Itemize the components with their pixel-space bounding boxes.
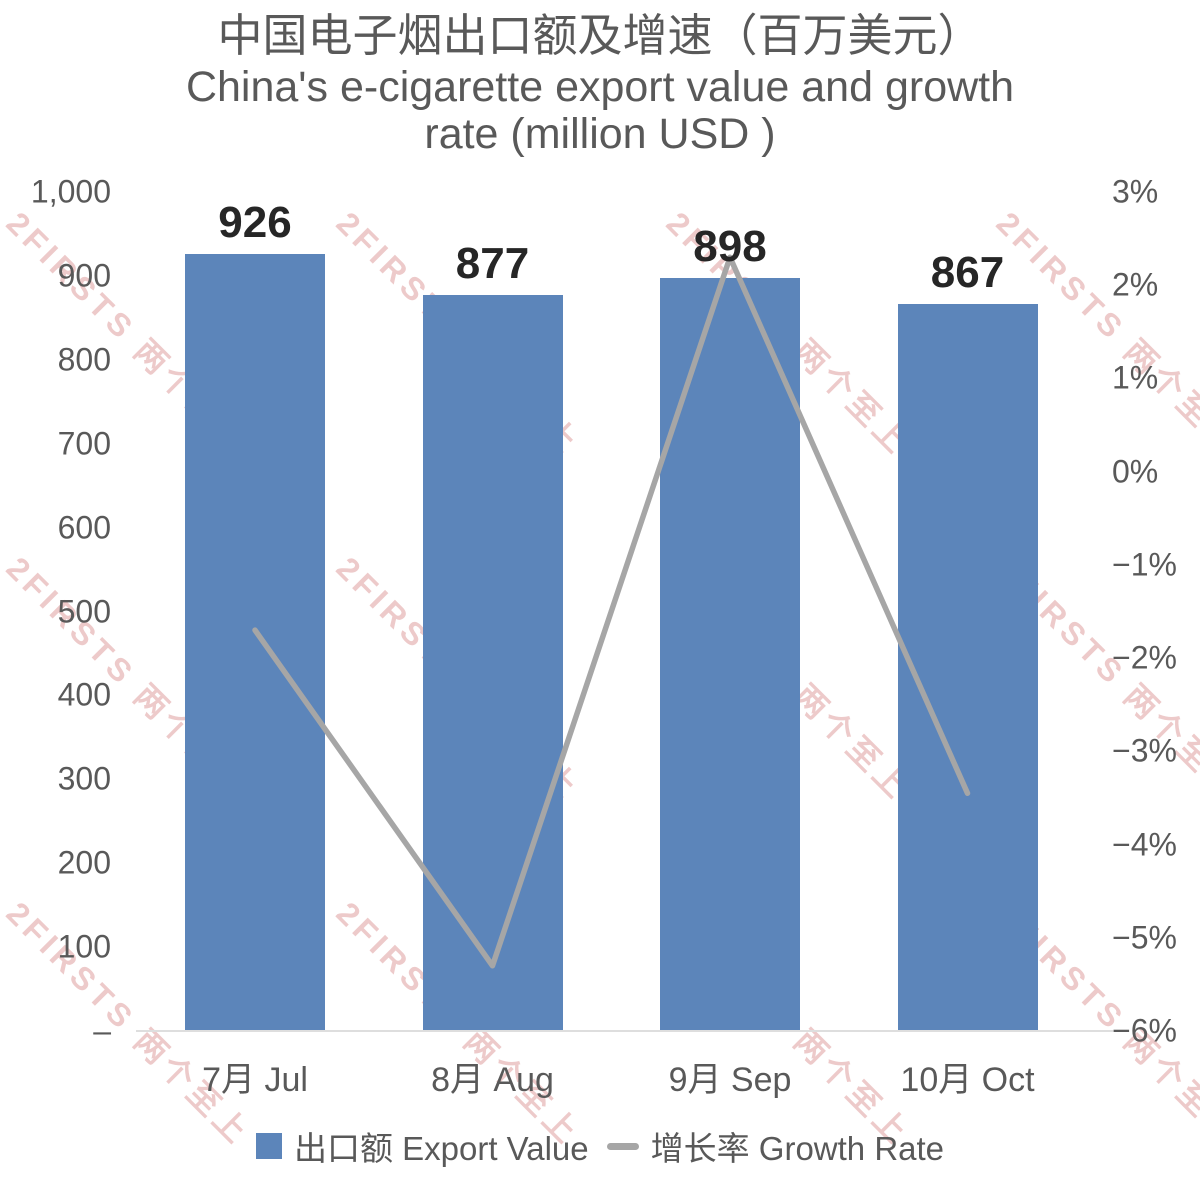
- y2-axis-tick-label: −2%: [1112, 639, 1177, 676]
- legend: 出口额 Export Value 增长率 Growth Rate: [0, 1122, 1200, 1170]
- y-axis-tick-label: 300: [57, 760, 111, 797]
- y2-axis-tick-label: −6%: [1112, 1012, 1177, 1049]
- y-axis-tick-label: 100: [57, 928, 111, 965]
- chart-subtitle-line-1: China's e-cigarette export value and gro…: [185, 63, 1015, 111]
- bar-value-label-oct: 867: [930, 247, 1005, 297]
- x-axis-label-sep: 9月 Sep: [668, 1061, 792, 1099]
- bar-value-label-jul: 926: [218, 198, 292, 248]
- y2-axis-tick-label: −4%: [1112, 826, 1177, 863]
- bar-sep: [660, 277, 800, 1031]
- y2-axis-tick-label: 0%: [1112, 453, 1159, 490]
- y2-axis-tick-label: −1%: [1112, 546, 1177, 583]
- bar-oct: [897, 303, 1038, 1031]
- y2-axis-tick-label: 3%: [1112, 173, 1159, 210]
- y-axis-tick-label: 800: [57, 341, 111, 378]
- title-block: 中国电子烟出口额及增速（百万美元） China's e-cigarette ex…: [0, 8, 1200, 158]
- legend-swatch-export-value: [255, 1133, 282, 1159]
- bar-value-label-sep: 898: [693, 221, 767, 271]
- x-axis-baseline: [136, 1030, 1113, 1032]
- y2-axis-tick-label: 2%: [1112, 266, 1159, 303]
- bar-value-label-aug: 877: [455, 239, 530, 289]
- y-axis-tick-label: 200: [57, 844, 111, 881]
- x-axis-label-oct: 10月 Oct: [900, 1061, 1035, 1099]
- y-axis-tick-label: –: [93, 1012, 111, 1049]
- bar-aug: [422, 295, 563, 1031]
- y-axis-tick-label: 500: [57, 593, 111, 629]
- chart-subtitle-line-2: rate (million USD ): [424, 110, 776, 158]
- chart-title: 中国电子烟出口额及增速（百万美元）: [217, 10, 983, 61]
- y-axis-tick-label: 700: [57, 425, 111, 462]
- y-axis-tick-label: 600: [57, 509, 111, 546]
- y-axis-tick-label: 1,000: [30, 173, 111, 210]
- x-axis-label-aug: 8月 Aug: [431, 1061, 554, 1099]
- growth-rate-line: [252, 254, 971, 969]
- y-axis-tick-label: 900: [57, 257, 111, 294]
- legend-label-growth-rate: 增长率 Growth Rate: [650, 1130, 945, 1167]
- y-axis-tick-label: 400: [57, 676, 111, 713]
- x-axis-label-jul: 7月 Jul: [202, 1061, 308, 1099]
- bar-jul: [185, 254, 325, 1031]
- y2-axis-tick-label: −3%: [1112, 732, 1177, 769]
- y2-axis-tick-label: −5%: [1112, 919, 1177, 956]
- legend-label-export-value: 出口额 Export Value: [293, 1130, 589, 1167]
- legend-item-growth-rate: 增长率 Growth Rate: [606, 1122, 945, 1170]
- y2-axis-tick-label: 1%: [1112, 359, 1159, 396]
- legend-swatch-growth-rate: [606, 1142, 639, 1150]
- legend-item-export-value: 出口额 Export Value: [255, 1122, 589, 1170]
